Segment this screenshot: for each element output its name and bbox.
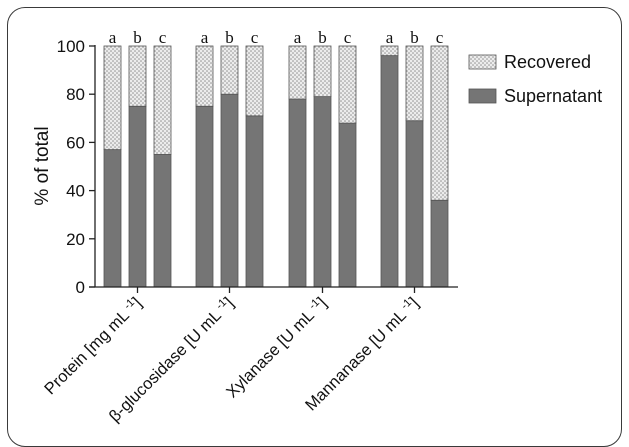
y-tick-label: 60 <box>66 133 85 152</box>
y-tick-label: 100 <box>57 37 85 56</box>
subgroup-label: b <box>225 28 234 47</box>
bar-supernatant <box>103 149 122 288</box>
legend-recovered-swatch <box>468 54 497 70</box>
subgroup-label: a <box>386 28 394 47</box>
subgroup-label: b <box>133 28 142 47</box>
bar-recovered <box>338 45 357 124</box>
bar-recovered <box>128 45 147 107</box>
bar-recovered <box>103 45 122 151</box>
subgroup-label: c <box>251 28 259 47</box>
bar-supernatant <box>405 120 424 288</box>
bar-supernatant <box>220 93 239 288</box>
bar-supernatant <box>338 122 357 288</box>
subgroup-label: a <box>109 28 117 47</box>
bar-supernatant <box>288 98 307 288</box>
bar-recovered <box>220 45 239 95</box>
subgroup-label: c <box>159 28 167 47</box>
subgroup-label: a <box>201 28 209 47</box>
x-tick-label: Protein [mg mL -1] <box>40 293 145 398</box>
bar-supernatant <box>153 154 172 288</box>
bar-recovered <box>195 45 214 107</box>
y-axis-label: % of total <box>32 126 53 205</box>
x-tick-label: Xylanase [U mL -1] <box>222 293 330 401</box>
bar-recovered <box>313 45 332 98</box>
subgroup-label: b <box>318 28 327 47</box>
subgroup-label: c <box>344 28 352 47</box>
bar-supernatant <box>430 199 449 288</box>
y-tick-label: 40 <box>66 182 85 201</box>
legend-supernatant-swatch <box>468 88 497 104</box>
bar-recovered <box>153 45 172 155</box>
legend-recovered-label: Recovered <box>504 52 591 72</box>
bar-recovered <box>288 45 307 100</box>
bar-recovered <box>430 45 449 201</box>
bar-supernatant <box>313 96 332 288</box>
bar-supernatant <box>245 115 264 288</box>
subgroup-label: b <box>410 28 419 47</box>
y-tick-label: 20 <box>66 230 85 249</box>
y-tick-label: 80 <box>66 85 85 104</box>
bar-recovered <box>380 45 399 57</box>
x-tick-label: Mannanase [U mL -1] <box>301 293 422 414</box>
bar-recovered <box>245 45 264 117</box>
bar-supernatant <box>128 105 147 288</box>
y-tick-label: 0 <box>76 278 85 297</box>
subgroup-label: c <box>436 28 444 47</box>
bar-supernatant <box>195 105 214 288</box>
legend-supernatant-label: Supernatant <box>504 86 602 106</box>
bar-recovered <box>405 45 424 122</box>
subgroup-label: a <box>294 28 302 47</box>
bar-supernatant <box>380 55 399 288</box>
